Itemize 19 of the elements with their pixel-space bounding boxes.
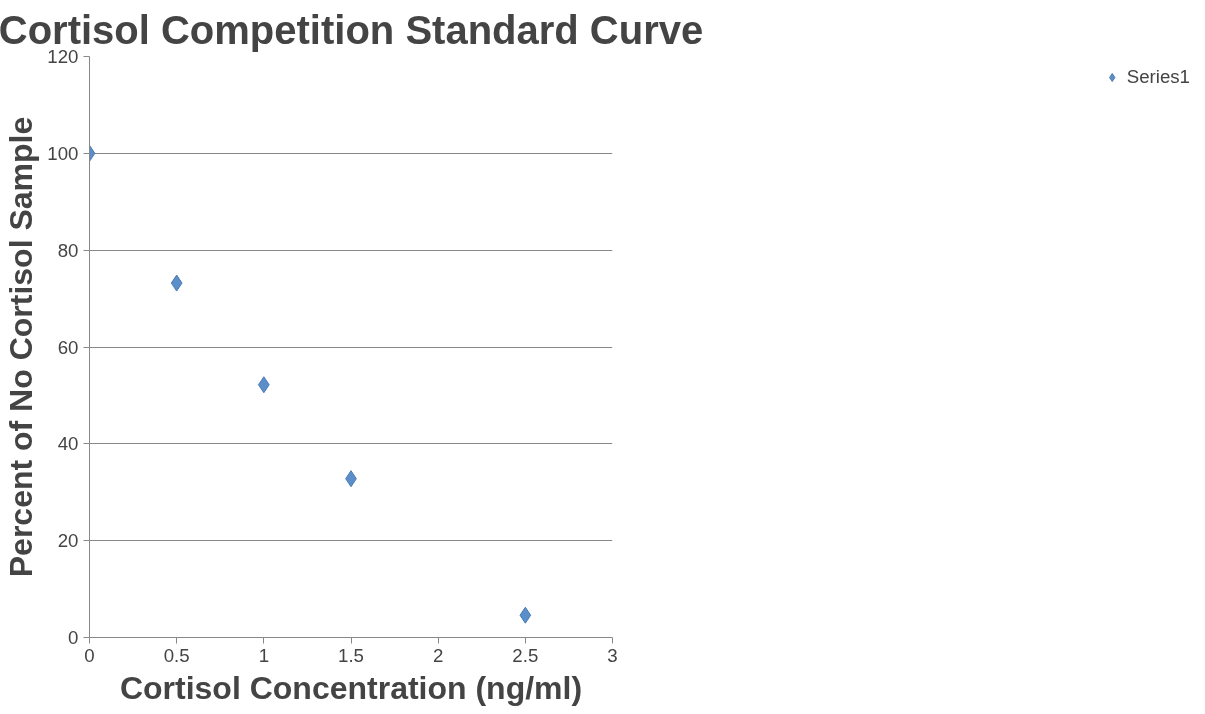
x-tick-label: 1.5 [338,644,364,666]
y-tick-label: 40 [57,433,79,455]
legend-label: Series1 [1126,66,1190,88]
x-tick-label: 1 [258,644,270,666]
point [170,274,183,292]
y-axis-title: Percent of No Cortisol Sample [3,116,40,578]
x-tick-label: 3 [607,644,618,666]
x-tick-label: 0 [84,644,95,666]
y-tick-label: 60 [57,336,79,358]
y-tick-label: 0 [68,627,79,648]
x-axis-title: Cortisol Concentration (ng/ml) [119,669,583,706]
x-tick-label: 2 [432,644,444,666]
x-tick-label: 0.5 [163,644,190,666]
y-tick-label: 100 [47,142,79,164]
y-tick-label: 120 [47,46,79,67]
y-tick-label: 20 [57,530,79,552]
x-tick-label: 2.5 [512,644,539,666]
point [519,606,532,624]
y-tick-label: 80 [57,239,79,261]
